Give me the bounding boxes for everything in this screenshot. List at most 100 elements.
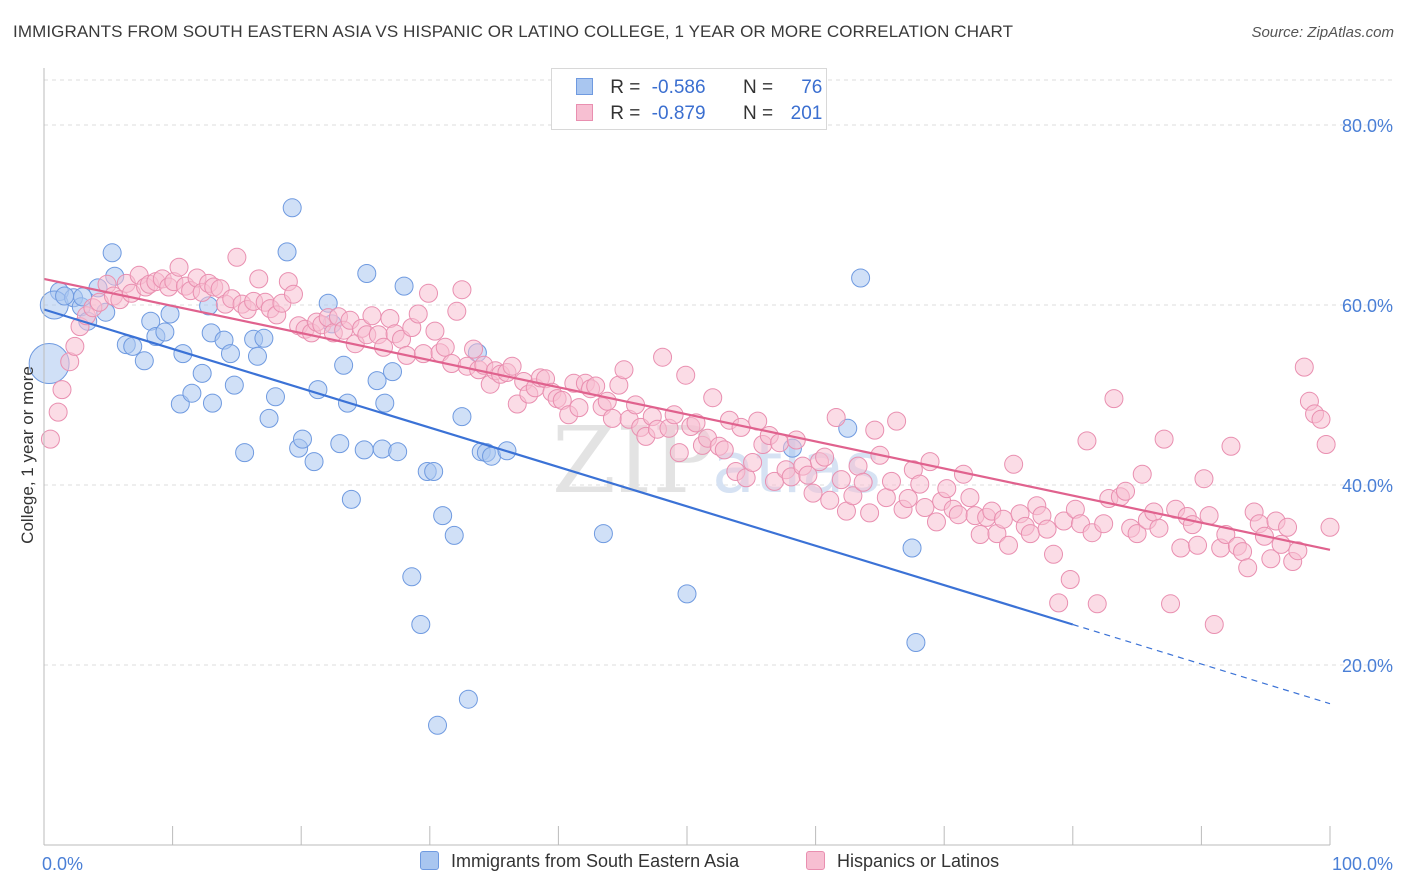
asia-point-52 [402,567,422,587]
bottom-legend-label-asia: Immigrants from South Eastern Asia [451,851,740,871]
y-tick-label-2: 60.0% [1342,296,1393,316]
asia-point-73 [55,286,75,306]
legend-r-value-hispanic: -0.879 [651,103,706,124]
hispanic-point-156 [926,512,946,532]
asia-point-71 [902,538,922,558]
hispanic-point-206 [1204,615,1224,634]
asia-point-67 [677,584,697,604]
bottom-legend-asia: Immigrants from South Eastern Asia [420,851,739,872]
hispanic-point-141 [843,486,863,506]
hispanic-point-147 [876,488,896,508]
hispanic-point-219 [1278,517,1298,537]
hispanic-point-203 [1188,535,1208,555]
asia-point-56 [428,715,448,735]
hispanic-point-149 [887,411,907,431]
asia-point-8 [102,243,122,263]
hispanic-point-180 [1060,570,1080,589]
hispanic-point-143 [853,472,873,492]
hispanic-point-209 [1221,436,1241,456]
hispanic-point-110 [669,443,689,463]
hispanic-point-137 [820,490,840,510]
asia-point-30 [259,408,279,428]
asia-point-18 [182,383,202,403]
hispanic-point-71 [452,280,472,300]
hispanic-point-168 [993,509,1013,529]
hispanic-point-183 [1077,431,1097,451]
asia-point-58 [444,525,464,545]
hispanic-point-144 [860,503,880,523]
hispanic-point-134 [803,483,823,503]
hispanic-point-97 [597,391,617,411]
asia-point-72 [906,633,926,652]
hispanic-point-158 [937,479,957,499]
x-tick-label-0: 0.0% [42,854,83,874]
hispanic-point-123 [743,453,763,472]
asia-point-31 [265,387,285,407]
asia-point-57 [433,506,453,526]
hispanic-point-142 [848,456,868,476]
asia-point-50 [388,442,408,462]
hispanic-point-186 [1094,514,1114,534]
asia-point-60 [458,689,478,709]
asia-point-28 [247,346,267,366]
chart-title: IMMIGRANTS FROM SOUTH EASTERN ASIA VS HI… [13,22,1014,41]
asia-point-25 [220,344,240,364]
legend-n-value-asia: 76 [801,77,823,98]
legend-r-value-asia: -0.586 [651,77,706,98]
hispanic-point-66 [425,321,445,341]
hispanic-point-118 [714,440,734,460]
hispanic-point-138 [826,408,846,427]
legend-r-label: R = [610,77,641,98]
hispanic-point-31 [227,247,247,267]
y-axis-label: College, 1 year or more [18,366,37,544]
hispanic-point-169 [999,535,1018,555]
series-hispanic-points [40,247,1340,634]
hispanic-point-107 [653,347,673,367]
asia-point-24 [224,375,244,395]
asia-point-17 [173,344,193,364]
hispanic-point-177 [1044,544,1064,564]
correlation-legend: R = -0.586 N = 76 R = -0.879 N = 201 [551,68,827,130]
hispanic-point-176 [1037,519,1057,539]
series-asia-points [28,198,926,735]
asia-point-40 [330,434,350,454]
bottom-legend-swatch-hispanic [806,851,825,870]
asia-trend-line [43,308,1074,626]
hispanic-point-151 [898,489,918,508]
bottom-legend-swatch-asia [420,851,439,870]
hispanic-point-139 [831,470,851,490]
hispanic-point-196 [1149,518,1169,538]
hispanic-point-133 [798,465,818,485]
asia-point-35 [292,429,312,449]
asia-point-32 [277,242,297,262]
asia-point-55 [424,462,444,481]
hispanic-point-80 [502,356,522,376]
hispanic-point-227 [1320,517,1340,537]
hispanic-point-212 [1238,558,1258,578]
hispanic-point-208 [1216,525,1236,544]
hispanic-point-68 [435,337,455,357]
y-tick-label-0: 20.0% [1342,656,1393,676]
hispanic-point-154 [915,498,935,517]
hispanic-point-4 [65,336,85,356]
x-tick-labels: 0.0% 100.0% [42,854,1393,874]
hispanic-point-160 [948,505,968,525]
hispanic-trend-line [43,277,1331,551]
hispanic-point-111 [676,365,696,385]
hispanic-point-192 [1127,524,1147,544]
legend-n-label: N = [742,77,774,98]
hispanic-point-148 [881,471,901,491]
asia-point-45 [357,264,377,283]
hispanic-point-109 [664,405,684,425]
hispanic-point-63 [408,304,428,324]
hispanic-point-21 [169,257,189,277]
hispanic-point-41 [283,284,303,304]
hispanic-point-188 [1104,389,1124,409]
asia-point-29 [254,328,274,348]
hispanic-point-35 [249,269,269,289]
hispanic-point-92 [569,398,589,418]
asia-point-66 [593,524,613,544]
hispanic-point-153 [910,474,930,494]
hispanic-point-190 [1116,481,1136,501]
hispanic-point-202 [1182,515,1202,535]
